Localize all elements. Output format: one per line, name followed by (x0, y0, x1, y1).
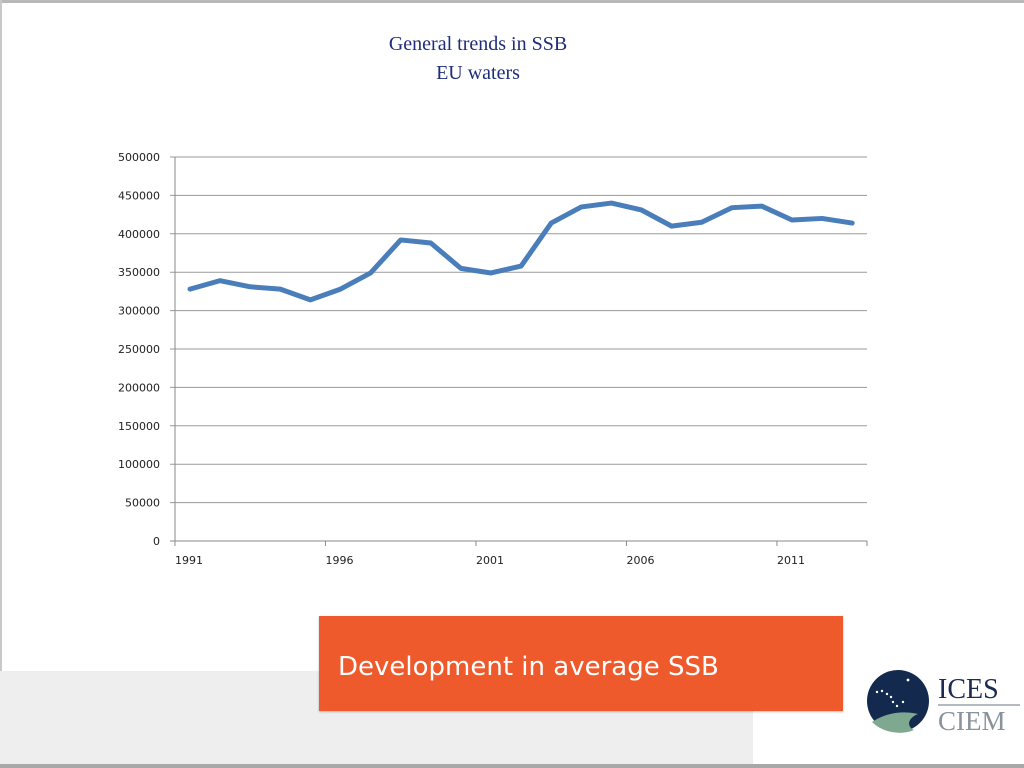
chart-title: General trends in SSB (388, 33, 568, 55)
chart-subtitle: EU waters (436, 62, 520, 84)
y-tick-label: 0 (153, 535, 160, 548)
y-tick-label: 400000 (118, 228, 160, 241)
x-tick-label: 2006 (627, 554, 655, 567)
line-chart: 0 50000 100000 150000 200000 250000 300000 3500… (118, 151, 868, 567)
x-tick-label: 1996 (326, 554, 354, 567)
logo-wave (872, 712, 918, 733)
y-tick-label: 100000 (118, 458, 160, 471)
x-tick-label: 2001 (476, 554, 504, 567)
logo-text-ciem: CIEM (938, 706, 1006, 736)
logo-stars (875, 678, 910, 708)
y-tick-label: 500000 (118, 151, 160, 164)
y-tick-label: 200000 (118, 381, 160, 394)
y-tick-label: 250000 (118, 343, 160, 356)
x-tick-label: 1991 (175, 554, 203, 567)
logo-text-ices: ICES (938, 674, 999, 705)
x-tick-label: 2011 (777, 554, 805, 567)
y-tick-label: 350000 (118, 266, 160, 279)
y-tick-label: 150000 (118, 420, 160, 433)
section-banner: Development in average SSB (319, 616, 843, 711)
chart-title-block: General trends in SSB EU waters (280, 30, 676, 88)
ices-logo-icon: ICES CIEM (867, 670, 1020, 736)
slide-left-border (0, 0, 2, 768)
y-tick-label: 450000 (118, 189, 160, 202)
y-tick-label: 50000 (125, 497, 160, 510)
slide-bottom-border (0, 764, 1024, 768)
series-line-ssb (187, 200, 855, 303)
banner-text: Development in average SSB (338, 652, 719, 682)
slide-top-border (0, 0, 1024, 3)
y-tick-label: 300000 (118, 305, 160, 318)
